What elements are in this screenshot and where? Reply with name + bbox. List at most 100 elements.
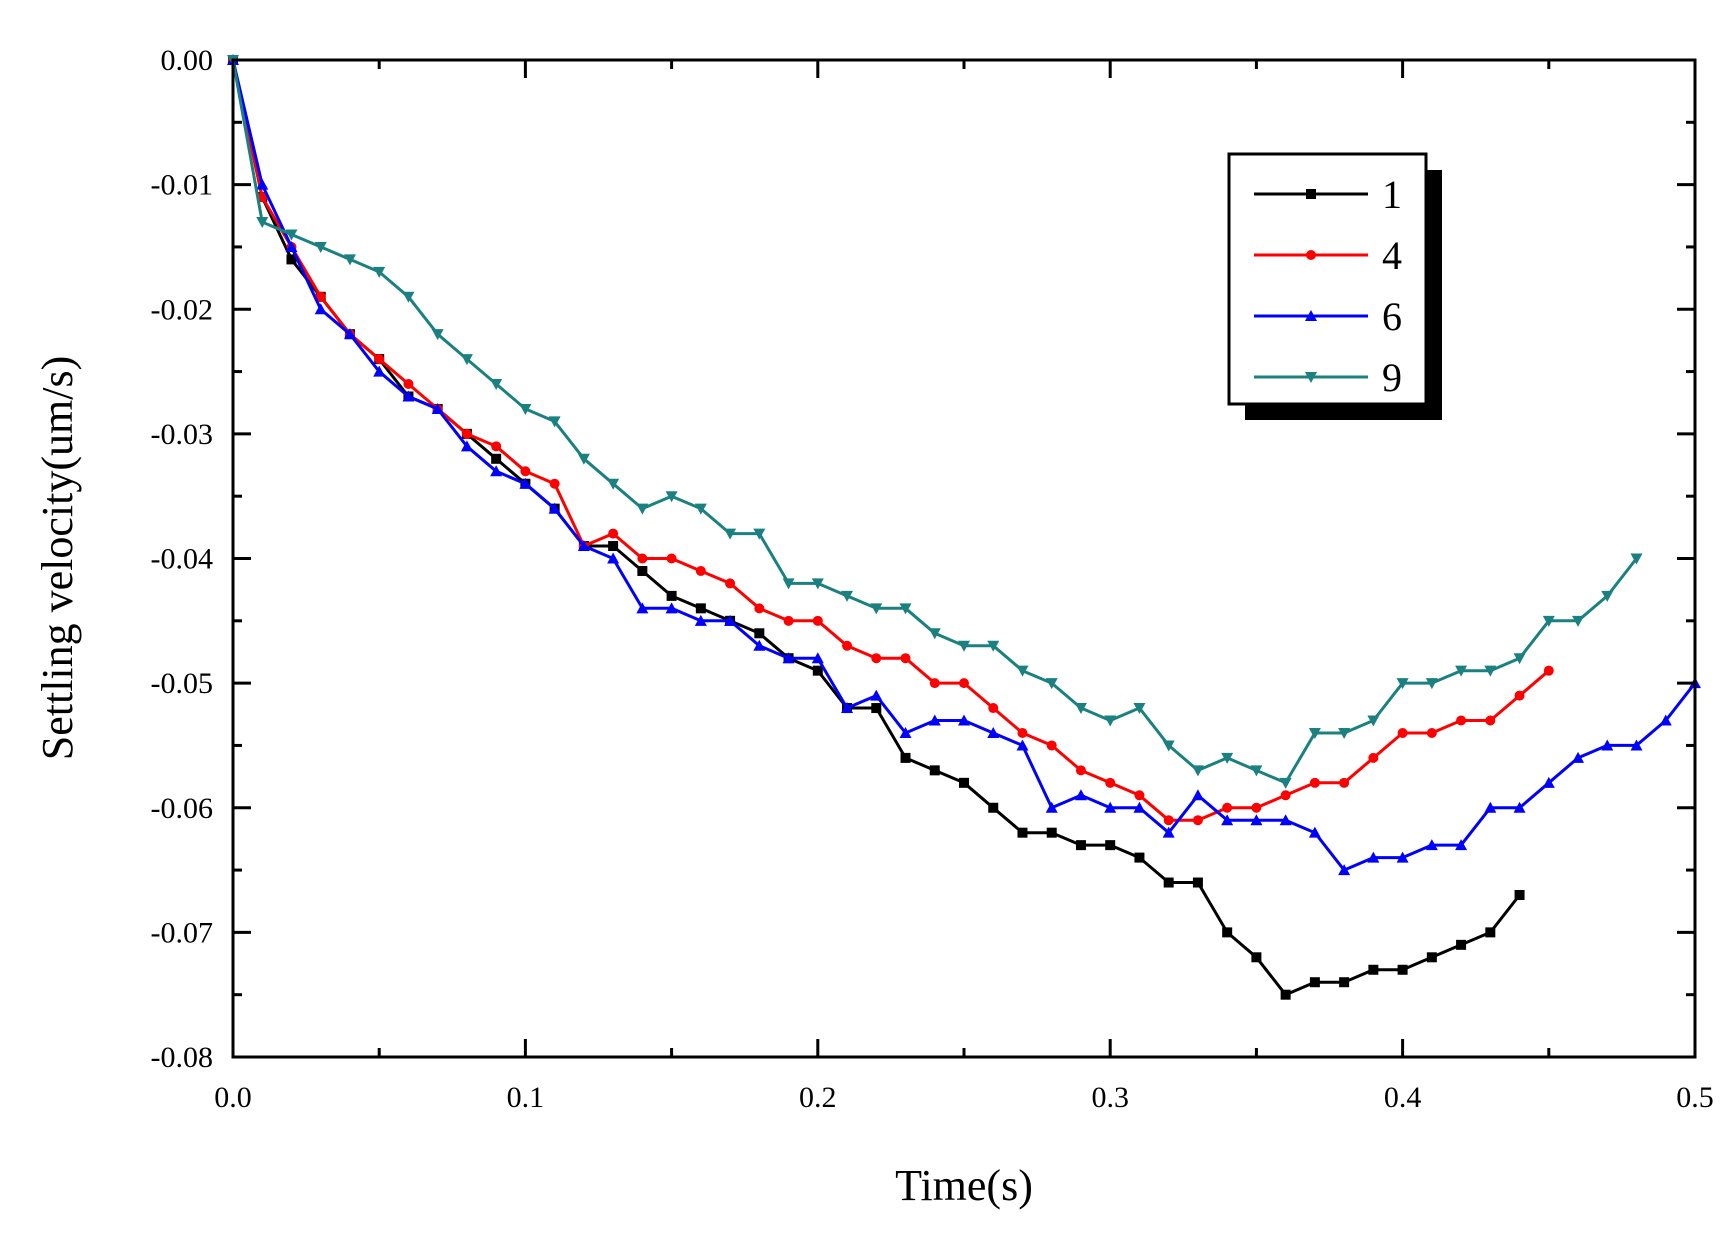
data-point-1 <box>1280 989 1291 1000</box>
data-point-6 <box>548 502 561 514</box>
data-point-4 <box>754 603 765 614</box>
plot-area <box>227 54 1701 1059</box>
data-point-4 <box>1046 740 1057 751</box>
legend-box <box>1227 152 1428 406</box>
data-point-4 <box>725 578 736 589</box>
data-point-6 <box>1630 739 1643 751</box>
data-point-9 <box>1250 765 1263 777</box>
data-point-6 <box>1045 801 1058 813</box>
y-tick-label: -0.05 <box>151 667 214 700</box>
data-point-6 <box>1484 801 1497 813</box>
data-point-6 <box>343 328 356 340</box>
data-point-4 <box>1075 765 1086 776</box>
data-point-9 <box>694 503 707 515</box>
data-point-6 <box>811 652 824 664</box>
data-point-6 <box>1308 826 1321 838</box>
data-point-4 <box>1192 815 1203 826</box>
data-point-4 <box>1368 752 1379 763</box>
data-point-4 <box>403 379 414 390</box>
data-point-4 <box>1485 715 1496 726</box>
data-point-9 <box>607 478 620 490</box>
data-point-4 <box>1280 790 1291 801</box>
x-tick-label: 0.4 <box>1384 1081 1422 1114</box>
data-point-1 <box>959 777 969 788</box>
data-point-6 <box>460 440 473 452</box>
legend-swatch-marker <box>1305 372 1317 383</box>
data-point-9 <box>343 254 356 266</box>
data-point-6 <box>373 365 386 377</box>
data-point-6 <box>402 390 415 402</box>
data-point-9 <box>373 266 386 278</box>
data-point-4 <box>1426 727 1437 738</box>
data-point-4 <box>929 678 940 689</box>
data-point-1 <box>666 590 677 601</box>
legend: 1 4 6 9 <box>1227 152 1442 420</box>
data-point-1 <box>491 453 502 464</box>
legend-item-1: 1 <box>1254 172 1402 217</box>
data-point-4 <box>257 192 268 203</box>
data-point-9 <box>1104 715 1117 727</box>
data-point-1 <box>1105 840 1116 851</box>
data-point-1 <box>1397 964 1408 975</box>
legend-item-4: 4 <box>1254 233 1402 278</box>
data-point-9 <box>285 229 298 241</box>
data-point-9 <box>1191 765 1204 777</box>
data-point-9 <box>928 628 941 640</box>
x-axis-title: Time(s) <box>895 1161 1033 1210</box>
data-point-6 <box>753 639 766 651</box>
data-point-4 <box>959 678 969 689</box>
data-point-1 <box>929 765 940 776</box>
y-tick-labels: 0.00 -0.01 -0.02 -0.03 -0.04 -0.05 -0.06 -0.07 -… <box>151 44 214 1074</box>
data-point-1 <box>1222 927 1233 938</box>
data-point-1 <box>988 802 999 813</box>
data-point-9 <box>314 241 327 253</box>
data-point-9 <box>958 640 970 652</box>
data-point-4 <box>549 478 560 489</box>
data-point-6 <box>1659 714 1672 726</box>
ticks-layer <box>231 58 1697 1059</box>
data-point-6 <box>694 614 707 626</box>
data-point-9 <box>1045 678 1058 690</box>
data-point-1 <box>637 565 648 576</box>
data-point-4 <box>1309 777 1320 788</box>
data-point-6 <box>490 465 503 477</box>
data-point-6 <box>928 714 941 726</box>
data-point-6 <box>1133 801 1146 813</box>
data-point-6 <box>782 652 795 664</box>
data-point-9 <box>1396 678 1409 690</box>
data-point-4 <box>1163 815 1174 826</box>
data-point-9 <box>490 379 503 391</box>
data-point-4 <box>871 653 882 664</box>
data-point-4 <box>315 291 326 302</box>
data-point-4 <box>1251 802 1262 813</box>
data-point-6 <box>636 602 649 614</box>
x-tick-label: 0.1 <box>507 1081 545 1114</box>
data-point-1 <box>1426 952 1437 963</box>
y-tick-label: -0.04 <box>151 543 214 576</box>
x-tick-labels: 0.0 0.1 0.2 0.3 0.4 0.5 <box>214 1081 1714 1114</box>
data-point-9 <box>431 329 444 341</box>
data-point-4 <box>491 441 502 452</box>
data-point-1 <box>1192 877 1203 888</box>
data-point-9 <box>1513 653 1526 665</box>
data-point-9 <box>811 578 824 590</box>
y-tick-label: -0.01 <box>151 169 214 202</box>
data-point-9 <box>987 640 1000 652</box>
data-point-4 <box>637 553 648 564</box>
data-point-9 <box>1484 665 1497 677</box>
data-point-4 <box>1456 715 1467 726</box>
data-point-1 <box>1017 827 1028 838</box>
legend-label: 9 <box>1382 355 1402 400</box>
data-point-6 <box>1425 839 1438 851</box>
data-point-9 <box>1338 727 1351 739</box>
data-point-9 <box>256 217 269 229</box>
y-tick-label: -0.08 <box>151 1041 214 1074</box>
data-point-6 <box>1191 789 1204 801</box>
data-point-4 <box>695 565 706 576</box>
series-line-6 <box>231 59 1697 872</box>
data-point-9 <box>1074 703 1087 715</box>
data-point-6 <box>431 402 444 414</box>
legend-entries: 1 4 6 9 <box>1254 172 1402 400</box>
legend-label: 6 <box>1382 294 1402 339</box>
data-point-6 <box>870 689 883 701</box>
